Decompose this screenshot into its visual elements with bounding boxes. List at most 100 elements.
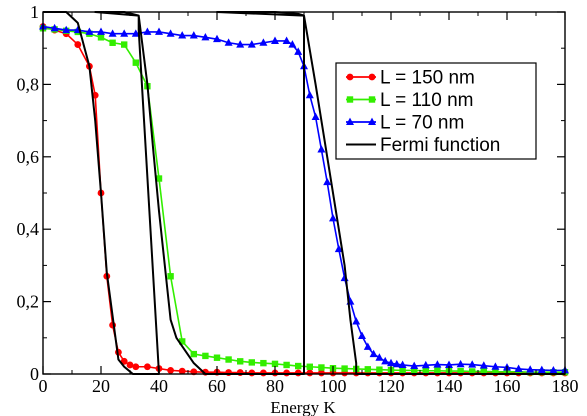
series-1-point-18 bbox=[248, 359, 255, 366]
series-2-point-19 bbox=[259, 38, 268, 46]
series-2-point-28 bbox=[323, 177, 332, 186]
series-1-point-23 bbox=[306, 363, 313, 370]
y-tick-label: 0,2 bbox=[17, 292, 40, 312]
series-2-point-5 bbox=[97, 27, 105, 35]
tick-labels: 0 20 40 60 80 100 120 140 160 180 0 0,2 0,4 0,6 0,8 1 bbox=[17, 2, 579, 396]
series-2-point-27 bbox=[317, 145, 326, 153]
series-2-point-10 bbox=[155, 27, 163, 35]
series-1-point-15 bbox=[213, 354, 221, 361]
series-1-point-32 bbox=[411, 367, 418, 374]
series-2-point-45 bbox=[445, 360, 453, 368]
series-0-point-10 bbox=[120, 357, 128, 365]
series-2-point-41 bbox=[398, 360, 407, 368]
series-1-point-6 bbox=[109, 39, 116, 46]
series-2-point-26 bbox=[311, 112, 320, 120]
series-2-point-54 bbox=[549, 365, 558, 374]
tick-marks bbox=[42, 11, 566, 375]
series-2-point-14 bbox=[201, 32, 210, 41]
series-2-point-16 bbox=[224, 38, 233, 46]
series-0-point-3 bbox=[74, 41, 82, 48]
series-1-point-20 bbox=[271, 360, 279, 368]
series-0-point-25 bbox=[283, 369, 290, 377]
series-1-point-31 bbox=[399, 367, 406, 374]
series-2-point-42 bbox=[410, 361, 419, 370]
series-0-point-11 bbox=[126, 361, 134, 369]
series-2-point-39 bbox=[387, 358, 395, 367]
series-2-point-43 bbox=[421, 360, 430, 369]
series-1-point-22 bbox=[295, 362, 302, 370]
series-1-point-33 bbox=[422, 367, 429, 374]
series-2-point-2 bbox=[62, 25, 71, 34]
y-tick-label: 0,6 bbox=[17, 147, 40, 167]
series-1-point-12 bbox=[179, 338, 186, 345]
series-2-point-53 bbox=[537, 365, 546, 374]
series-2-point-38 bbox=[381, 356, 390, 365]
series-1-point-19 bbox=[260, 359, 267, 367]
x-tick-label: 0 bbox=[39, 376, 48, 396]
series-2-point-52 bbox=[526, 365, 535, 373]
y-tick-label: 0,4 bbox=[17, 219, 40, 239]
legend-label-0: L = 150 nm bbox=[380, 68, 475, 89]
y-tick-label: 0 bbox=[30, 364, 39, 384]
series-2-point-12 bbox=[178, 31, 187, 39]
series-1-point-36 bbox=[457, 367, 464, 375]
series-2-point-33 bbox=[352, 317, 361, 325]
series-1-point-14 bbox=[202, 352, 209, 360]
legend-marker-2-a bbox=[346, 117, 354, 125]
legend-marker-1-a bbox=[346, 96, 354, 103]
series-2-point-13 bbox=[189, 31, 198, 39]
x-tick-label: 60 bbox=[208, 376, 226, 396]
series-layer bbox=[39, 11, 569, 377]
series-0-point-27 bbox=[306, 369, 314, 377]
series-2-point-23 bbox=[294, 47, 303, 55]
x-tick-label: 40 bbox=[150, 376, 168, 396]
series-2-point-46 bbox=[456, 359, 465, 368]
series-line-3 bbox=[43, 11, 565, 375]
series-0-point-26 bbox=[294, 369, 302, 377]
series-2-point-1 bbox=[50, 23, 59, 32]
x-tick-label: 160 bbox=[494, 376, 521, 396]
legend-marker-2-b bbox=[368, 117, 376, 125]
series-1-point-17 bbox=[237, 358, 244, 365]
legend-label-2: L = 70 nm bbox=[380, 113, 464, 134]
series-1-point-26 bbox=[341, 365, 348, 372]
series-2-point-4 bbox=[85, 27, 94, 35]
legend-marker-0-b bbox=[368, 73, 376, 81]
series-2-point-22 bbox=[288, 40, 297, 48]
y-tick-label: 1 bbox=[30, 2, 39, 22]
series-2-point-44 bbox=[433, 360, 442, 368]
x-tick-label: 80 bbox=[266, 376, 284, 396]
series-1-point-39 bbox=[492, 368, 499, 376]
series-1-point-29 bbox=[376, 366, 383, 373]
series-2-point-9 bbox=[143, 27, 152, 35]
series-1-point-28 bbox=[364, 366, 371, 373]
series-2-point-7 bbox=[120, 29, 129, 37]
series-0-point-22 bbox=[248, 369, 256, 377]
series-0-point-15 bbox=[167, 366, 175, 374]
series-1-point-7 bbox=[121, 41, 128, 48]
series-2-point-34 bbox=[358, 331, 366, 339]
legend-marker-0-a bbox=[346, 73, 354, 81]
series-0-point-13 bbox=[144, 363, 151, 371]
series-2-point-49 bbox=[491, 362, 500, 370]
legend-marker-1-b bbox=[368, 96, 376, 103]
series-1-point-10 bbox=[155, 175, 163, 182]
legend-entry-3: Fermi function bbox=[346, 135, 500, 156]
series-1-point-16 bbox=[225, 356, 232, 363]
x-tick-label: 100 bbox=[320, 376, 347, 396]
series-2-point-37 bbox=[375, 353, 384, 361]
series-2-point-30 bbox=[334, 244, 343, 253]
series-1-point-11 bbox=[167, 273, 174, 280]
series-2-point-25 bbox=[305, 90, 314, 99]
series-1-point-38 bbox=[480, 368, 487, 375]
x-tick-label: 120 bbox=[378, 376, 405, 396]
legend-entry-1: L = 110 nm bbox=[346, 90, 473, 111]
series-2-point-48 bbox=[479, 361, 488, 369]
series-2-point-20 bbox=[271, 36, 279, 44]
legend-entry-0: L = 150 nm bbox=[346, 68, 475, 89]
legend-label-3: Fermi function bbox=[380, 135, 500, 156]
series-2-point-51 bbox=[514, 364, 523, 372]
